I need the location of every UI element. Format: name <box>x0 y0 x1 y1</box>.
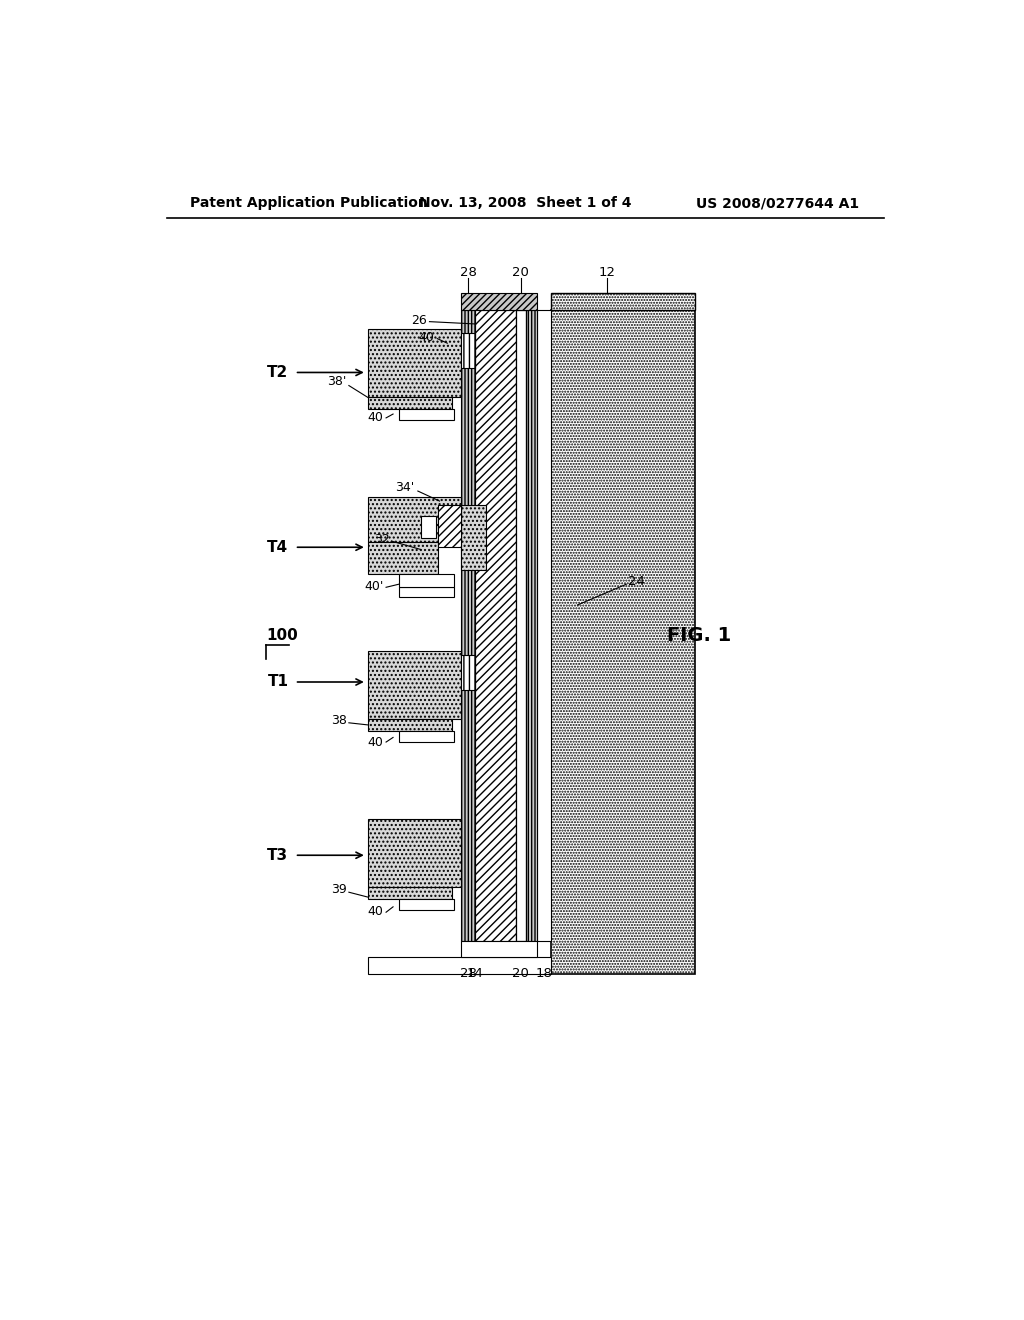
Bar <box>399 409 454 420</box>
Bar <box>369 498 461 543</box>
Bar <box>369 651 461 719</box>
Bar <box>369 818 461 887</box>
Text: 20: 20 <box>512 966 529 979</box>
Text: 39: 39 <box>331 883 346 896</box>
Bar <box>461 506 486 570</box>
Bar <box>369 887 452 899</box>
Text: 28: 28 <box>460 966 476 979</box>
Bar <box>461 941 538 957</box>
Bar <box>551 293 694 310</box>
Text: 20: 20 <box>512 265 529 279</box>
Text: T3: T3 <box>267 847 289 863</box>
Bar <box>515 310 526 941</box>
Text: 28: 28 <box>460 265 476 279</box>
Text: T2: T2 <box>267 364 289 380</box>
Bar <box>438 504 461 548</box>
Text: US 2008/0277644 A1: US 2008/0277644 A1 <box>696 197 859 210</box>
Text: 24: 24 <box>628 576 645 589</box>
Text: Patent Application Publication: Patent Application Publication <box>190 197 428 210</box>
Text: 40: 40 <box>368 735 384 748</box>
Text: T4: T4 <box>267 540 289 554</box>
Text: 40': 40' <box>365 579 384 593</box>
Bar <box>399 899 454 909</box>
Bar <box>399 574 454 586</box>
Bar <box>369 330 461 397</box>
Text: 34': 34' <box>395 482 415 495</box>
Text: 26: 26 <box>411 314 426 326</box>
Bar <box>369 397 452 409</box>
Text: 38': 38' <box>328 375 346 388</box>
Bar <box>461 310 475 941</box>
Text: FIG. 1: FIG. 1 <box>667 626 731 645</box>
Text: 18: 18 <box>536 966 553 979</box>
Bar <box>538 310 551 941</box>
Text: 32: 32 <box>374 533 390 546</box>
Bar <box>526 310 538 941</box>
Text: 40: 40 <box>368 412 384 425</box>
Bar <box>461 655 475 689</box>
Bar <box>399 586 454 597</box>
Text: Nov. 13, 2008  Sheet 1 of 4: Nov. 13, 2008 Sheet 1 of 4 <box>419 197 631 210</box>
Text: 12: 12 <box>598 265 615 279</box>
Bar <box>369 541 438 574</box>
Text: 38: 38 <box>331 714 346 727</box>
Bar <box>369 719 452 731</box>
Bar <box>369 957 551 974</box>
Text: 100: 100 <box>266 628 298 643</box>
Bar <box>421 516 436 539</box>
Bar <box>461 333 475 368</box>
Text: 40: 40 <box>368 906 384 917</box>
Bar <box>461 293 538 310</box>
Bar <box>475 310 515 941</box>
Text: T1: T1 <box>267 675 289 689</box>
Bar <box>551 310 694 974</box>
Text: 14: 14 <box>467 966 483 979</box>
Bar <box>399 731 454 742</box>
Text: 40: 40 <box>418 330 434 343</box>
